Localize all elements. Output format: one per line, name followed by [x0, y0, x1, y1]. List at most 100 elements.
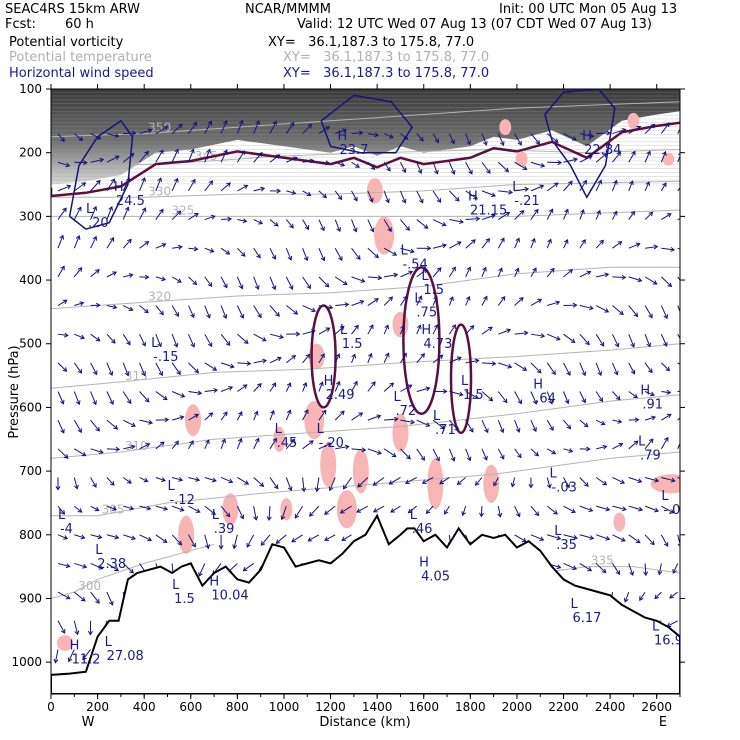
pv-contour-tropopause	[51, 121, 680, 198]
x-tick-label: 2400	[595, 700, 626, 714]
stratosphere-shading	[51, 89, 680, 185]
wind-arrowhead	[108, 371, 114, 377]
wind-arrow	[644, 505, 659, 512]
wind-arrow	[155, 362, 163, 376]
wind-arrow	[268, 506, 271, 521]
wind-arrowhead	[571, 508, 576, 513]
wind-arrow	[416, 353, 425, 364]
wind-arrowhead	[555, 300, 561, 306]
wind-arrowhead	[500, 295, 506, 301]
wind-arrowhead	[531, 237, 536, 243]
wind-arrowhead	[602, 480, 608, 486]
wind-arrowhead	[288, 285, 294, 290]
wind-arrow	[628, 305, 638, 317]
wind-arrowhead	[144, 274, 150, 280]
wind-arrowhead	[287, 255, 293, 261]
wind-arrowhead	[650, 540, 655, 546]
wind-arrow	[90, 505, 99, 511]
wind-arrowhead	[488, 326, 493, 332]
wind-arrowhead	[581, 398, 587, 404]
wind-arrow	[309, 505, 320, 517]
wind-arrowhead	[238, 284, 244, 290]
wind-arrow	[660, 534, 669, 547]
wind-arrowhead	[454, 196, 460, 202]
wind-arrow	[73, 362, 82, 374]
wind-arrow	[281, 505, 287, 520]
wind-arrow	[334, 276, 348, 285]
wind-arrow	[236, 150, 245, 163]
wind-arrowhead	[548, 399, 554, 405]
wind-arrow	[106, 534, 119, 539]
wind-arrow	[596, 132, 611, 135]
wind-arrow	[449, 190, 460, 202]
low-marker: L	[275, 422, 283, 437]
wind-arrow	[457, 477, 466, 485]
wind-contour	[68, 119, 134, 230]
wind-arrowhead	[597, 179, 603, 185]
fcst-label: Fcst:	[5, 17, 36, 32]
wind-arrowhead	[193, 246, 199, 252]
wind-arrow	[530, 298, 542, 306]
wind-arrowhead	[222, 314, 228, 320]
theta-label: 300	[78, 579, 101, 593]
wind-arrow	[253, 187, 265, 192]
wind-arrowhead	[177, 278, 182, 283]
y-tick-label: 700	[19, 464, 42, 478]
wind-arrowhead	[131, 422, 136, 427]
low-marker: L	[414, 291, 422, 306]
wind-arrowhead	[566, 424, 572, 430]
wind-arrowhead	[672, 568, 677, 574]
high-marker: H	[533, 377, 543, 392]
extrema-value: .20	[88, 216, 109, 231]
pv-shade	[273, 426, 286, 452]
wind-arrowhead	[311, 307, 317, 313]
wind-arrowhead	[654, 477, 660, 483]
wind-arrowhead	[207, 282, 213, 288]
wind-arrowhead	[550, 267, 555, 273]
wind-arrow	[514, 391, 522, 404]
wind-arrowhead	[242, 384, 248, 389]
wind-arrow	[432, 267, 442, 278]
wind-arrow	[595, 210, 601, 220]
pv-shade	[352, 448, 369, 494]
high-marker: H	[582, 129, 592, 144]
wind-arrow	[595, 333, 605, 347]
fcst-value: 60 h	[65, 17, 94, 32]
wind-arrow	[644, 181, 650, 192]
wind-arrow	[155, 477, 166, 482]
wind-arrowhead	[286, 409, 292, 415]
wind-arrowhead	[669, 509, 675, 514]
wind-arrow	[106, 477, 115, 486]
wind-arrow	[269, 333, 284, 338]
wind-arrow	[188, 391, 202, 394]
wind-arrowhead	[178, 244, 183, 250]
wind-arrowhead	[221, 438, 226, 444]
wind-arrowhead	[77, 267, 83, 272]
wind-arrowhead	[205, 439, 210, 445]
wind-arrow	[237, 477, 249, 485]
wind-arrowhead	[417, 169, 423, 174]
x-tick-label: 0	[47, 700, 55, 714]
wind-arrowhead	[258, 151, 263, 157]
wind-arrow	[628, 276, 642, 282]
extrema-value: .91	[642, 398, 663, 413]
wind-arrow	[367, 324, 374, 335]
wind-arrowhead	[469, 325, 475, 330]
pv-shade	[56, 635, 73, 652]
wind-arrowhead	[582, 179, 587, 185]
wind-arrow	[57, 266, 65, 278]
wind-arrow	[677, 128, 680, 134]
wind-arrowhead	[540, 162, 546, 168]
theta-line	[51, 180, 680, 198]
wind-arrow	[400, 271, 413, 278]
wind-arrow	[514, 268, 519, 278]
wind-arrow	[563, 133, 577, 141]
wind-arrowhead	[635, 242, 641, 248]
wind-arrowhead	[620, 537, 626, 542]
wind-arrow	[514, 362, 527, 371]
wind-arrowhead	[663, 314, 669, 320]
wind-arrow	[172, 246, 182, 249]
wind-arrowhead	[599, 239, 604, 245]
wind-arrow	[579, 362, 586, 376]
wind-arrow	[73, 620, 79, 635]
